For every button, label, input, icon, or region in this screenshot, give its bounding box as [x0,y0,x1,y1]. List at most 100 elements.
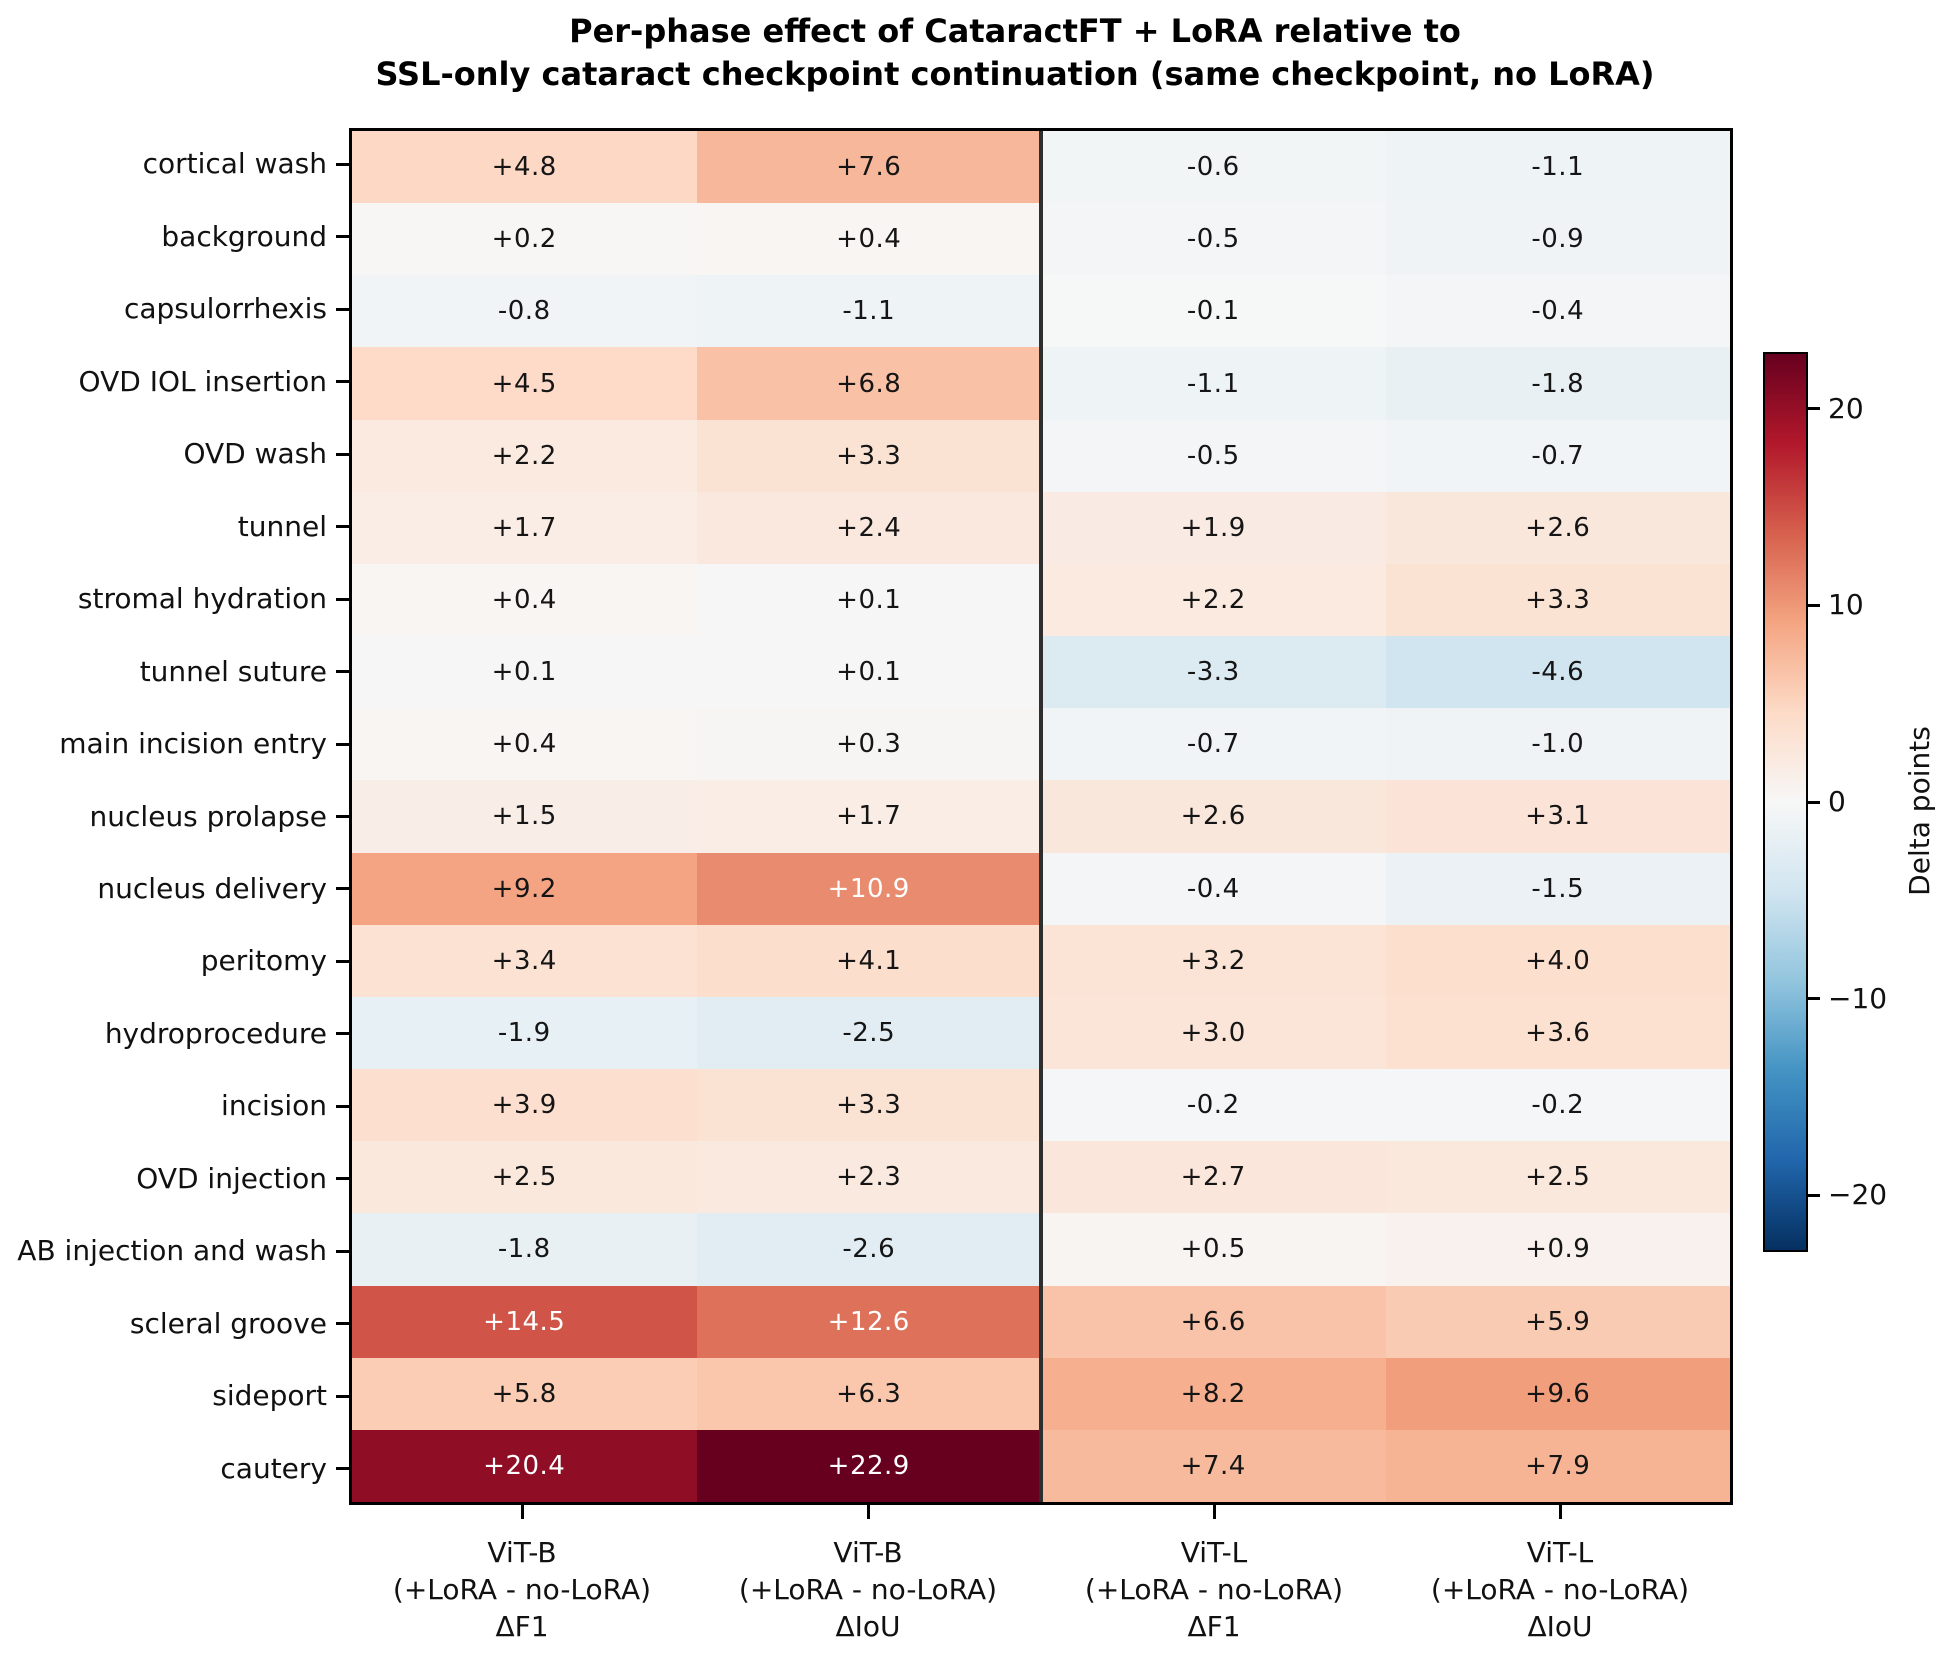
heatmap-cell: -0.6 [1041,131,1386,204]
heatmap-cell: +10.9 [696,852,1041,925]
heatmap-cell: +0.1 [696,563,1041,637]
row-tick [336,235,349,239]
heatmap-cell: +3.9 [352,1069,697,1142]
heatmap-cell: -0.7 [1041,708,1386,781]
heatmap-cell: +4.8 [352,131,697,204]
heatmap-cell: +0.4 [352,563,697,637]
row-label: background [161,219,327,253]
heatmap-cell: +2.4 [696,491,1041,564]
row-tick [336,1394,349,1398]
heatmap-cell: +14.5 [352,1285,697,1358]
heatmap-cell: +3.3 [1385,563,1730,637]
heatmap-cell: +22.9 [696,1429,1041,1502]
heatmap-cell: -0.1 [1041,275,1386,348]
heatmap-cell: +2.3 [696,1141,1041,1214]
heatmap-cell: -0.8 [352,275,697,348]
row-label: hydroprocedure [104,1016,327,1050]
heatmap-cell: +1.7 [352,491,697,564]
heatmap-cell: +0.5 [1041,1213,1386,1286]
heatmap-cell: +3.2 [1041,924,1386,997]
col-label: ViT-L (+LoRA - no-LoRA) ΔF1 [1084,1536,1344,1643]
group-divider [1039,131,1043,1502]
heatmap-cell: +1.7 [696,780,1041,853]
heatmap-cell: -0.7 [1385,419,1730,492]
colorbar-tick-label: −20 [1828,1178,1888,1211]
colorbar-tick-label: 20 [1828,391,1864,425]
row-label: nucleus delivery [97,871,327,905]
colorbar-tick [1808,997,1820,1000]
row-label: main incision entry [59,727,327,761]
heatmap-cell: +2.7 [1041,1141,1386,1214]
row-label: AB injection and wash [17,1234,327,1268]
row-label: OVD IOL insertion [78,364,327,398]
row-tick [336,307,349,311]
heatmap-cell: +0.1 [696,636,1041,709]
heatmap-cell: +7.4 [1041,1429,1386,1502]
col-label: ViT-B (+LoRA - no-LoRA) ΔIoU [738,1536,998,1643]
heatmap-cell: +0.1 [352,636,697,709]
heatmap-cell: -1.8 [352,1213,697,1286]
heatmap-cell: +4.1 [696,924,1041,997]
heatmap-cell: +3.6 [1385,996,1730,1070]
heatmap-cell: +5.9 [1385,1285,1730,1358]
heatmap-cell: -0.4 [1385,275,1730,348]
row-tick [336,959,349,963]
row-label: tunnel [237,509,327,543]
col-label: ViT-L (+LoRA - no-LoRA) ΔIoU [1430,1536,1690,1643]
heatmap-cell: -1.9 [352,996,697,1070]
heatmap-cell: -1.8 [1385,347,1730,420]
heatmap-cell: -0.9 [1385,203,1730,276]
col-tick [866,1505,870,1519]
heatmap-cell: -0.5 [1041,419,1386,492]
col-tick [1212,1505,1216,1519]
heatmap-cell: +2.5 [352,1141,697,1214]
heatmap-cell: +6.8 [696,347,1041,420]
heatmap-cell: -1.1 [1385,131,1730,204]
heatmap-cell: -3.3 [1041,636,1386,709]
row-label: cortical wash [142,147,327,181]
row-label: peritomy [200,944,327,978]
row-tick [336,1104,349,1108]
row-label: incision [221,1089,327,1123]
row-tick [336,1032,349,1036]
row-label: scleral groove [129,1306,327,1340]
heatmap-cell: -0.5 [1041,203,1386,276]
row-tick [336,815,349,818]
heatmap-cell: +9.2 [352,852,697,925]
figure-title: Per-phase effect of CataractFT + LoRA re… [60,10,1956,96]
figure-title-line1: Per-phase effect of CataractFT + LoRA re… [569,12,1461,50]
col-label: ViT-B (+LoRA - no-LoRA) ΔF1 [392,1536,652,1643]
row-label: OVD wash [183,437,327,471]
heatmap-cell: -0.4 [1041,852,1386,925]
row-label: OVD injection [136,1161,327,1195]
colorbar-tick-label: 0 [1828,785,1846,818]
col-tick [1558,1505,1562,1519]
row-label: tunnel suture [139,654,327,688]
colorbar-tick-label: 10 [1828,588,1864,622]
figure-title-line2: SSL-only cataract checkpoint continuatio… [375,55,1655,93]
heatmap-cell: +12.6 [696,1285,1041,1358]
heatmap-cell: +1.5 [352,780,697,853]
heatmap-cell: +3.3 [696,1069,1041,1142]
row-label: capsulorrhexis [123,292,327,326]
heatmap-cell: +1.9 [1041,491,1386,564]
colorbar-tick [1808,407,1820,411]
heatmap-cell: +4.0 [1385,924,1730,997]
heatmap-cell: +5.8 [352,1357,697,1430]
colorbar-gradient [1765,354,1806,1250]
colorbar-tick [1808,603,1820,607]
heatmap-cell: +2.6 [1041,780,1386,853]
row-tick [336,162,349,166]
heatmap-cell: +0.4 [696,203,1041,276]
row-tick [336,380,349,384]
heatmap-cell: +0.9 [1385,1213,1730,1286]
heatmap: +4.8 +7.6 -0.6 -1.1 +0.2 +0.4 -0.5 -0.9 -0.8 -1.1… [349,128,1733,1505]
heatmap-cell: +4.5 [352,347,697,420]
heatmap-cell: +6.6 [1041,1285,1386,1358]
heatmap-cell: +3.3 [696,419,1041,492]
heatmap-cell: +7.6 [696,131,1041,204]
row-label: sideport [212,1379,327,1413]
row-tick [336,1177,349,1181]
row-tick [336,452,349,456]
